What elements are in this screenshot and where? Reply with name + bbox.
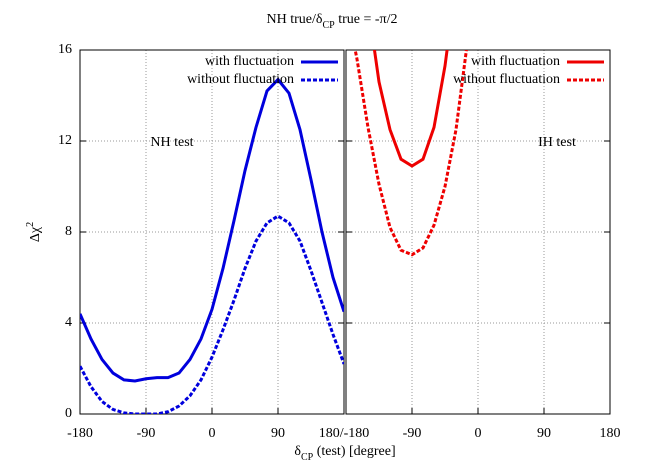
legend-label: without fluctuation xyxy=(453,72,560,87)
x-tick-label: 180 xyxy=(600,426,621,441)
x-axis-label: δCP (test) [degree] xyxy=(294,444,395,463)
x-tick-label: 0 xyxy=(209,426,216,441)
plot-area xyxy=(80,77,344,414)
x-axis-label-part: (test) [degree] xyxy=(313,444,395,459)
x-tick-label: -90 xyxy=(403,426,422,441)
legend-label: with fluctuation xyxy=(205,54,294,69)
x-tick-label: -90 xyxy=(137,426,156,441)
annotation: NH test xyxy=(150,135,193,150)
y-axis-label-part: Δχ xyxy=(28,226,43,242)
series-line xyxy=(353,50,468,257)
annotation: IH test xyxy=(538,135,576,150)
x-tick-label: 90 xyxy=(271,426,285,441)
x-tick-label: 90 xyxy=(537,426,551,441)
series-line xyxy=(372,50,449,168)
y-tick-label: 12 xyxy=(58,133,72,148)
chart-title-part: NH true/δ xyxy=(267,12,323,27)
y-tick-label: 0 xyxy=(65,406,72,421)
chart-title-part: true = -π/2 xyxy=(335,12,398,27)
legend-label: with fluctuation xyxy=(471,54,560,69)
plot-area xyxy=(353,50,468,257)
series-line xyxy=(80,214,344,414)
series-line xyxy=(80,77,344,383)
plot-border xyxy=(345,49,611,415)
legend-label: without fluctuation xyxy=(187,72,294,87)
chart-title: NH true/δCP true = -π/2 xyxy=(267,12,398,31)
chart-title-part: CP xyxy=(322,20,335,31)
y-tick-label: 4 xyxy=(65,315,72,330)
y-tick-label: 8 xyxy=(65,224,72,239)
y-axis-label-part: 2 xyxy=(25,222,36,227)
plot-border xyxy=(79,49,345,415)
x-axis-label-part: δ xyxy=(294,444,301,459)
x-tick-label: -180 xyxy=(67,426,93,441)
x-tick-label: 0 xyxy=(475,426,482,441)
y-tick-label: 16 xyxy=(58,42,72,57)
y-axis-label: Δχ2 xyxy=(25,222,43,242)
x-axis-label-part: CP xyxy=(301,452,314,463)
x-tick-label: 180/-180 xyxy=(319,426,370,441)
